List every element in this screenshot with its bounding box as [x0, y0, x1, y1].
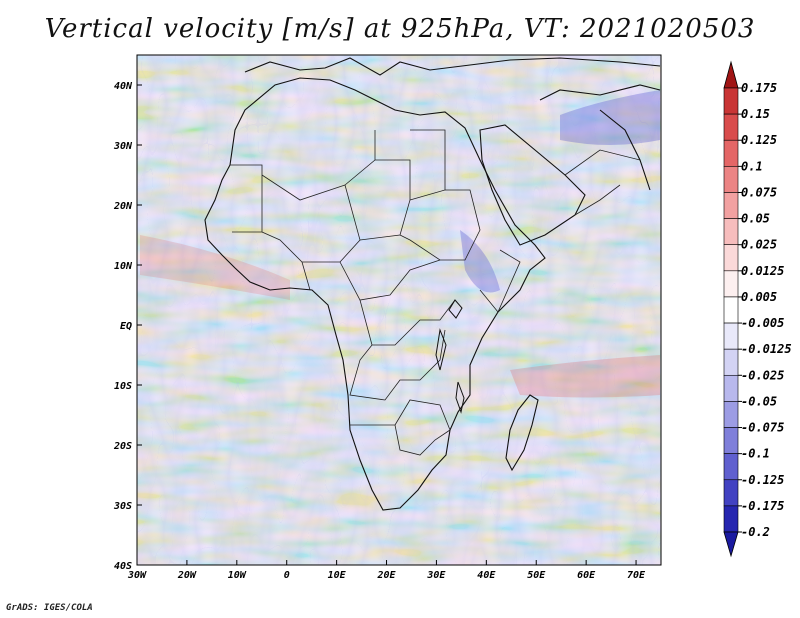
- colorbar-swatch: [723, 87, 739, 115]
- colorbar-label: -0.05: [741, 394, 777, 408]
- colorbar-label: 0.175: [741, 81, 777, 95]
- colorbar-swatch: [723, 453, 739, 481]
- colorbar-swatch: [723, 192, 739, 219]
- lat-tick-label: 20N: [113, 201, 133, 212]
- lat-tick-label: 40S: [114, 561, 132, 572]
- colorbar-bottom-arrow: [723, 531, 739, 558]
- colorbar-label: -0.005: [741, 316, 784, 330]
- lon-tick-label: 20E: [376, 570, 396, 581]
- colorbar-label: 0.05: [741, 212, 770, 226]
- colorbar-label: 0.005: [741, 290, 777, 304]
- lon-tick-label: 10W: [228, 570, 247, 581]
- colorbar-label: 0.0125: [741, 264, 784, 278]
- lat-tick-label: 30N: [113, 141, 133, 152]
- colorbar-label: 0.1: [741, 159, 763, 173]
- country-borders: [230, 129, 641, 456]
- lon-tick-label: 50E: [527, 570, 546, 581]
- coastlines: [204, 57, 661, 511]
- colorbar-swatch: [723, 401, 739, 428]
- chart-title: Vertical velocity [m/s] at 925hPa, VT: 2…: [44, 14, 756, 44]
- lon-tick-label: 30W: [127, 570, 147, 581]
- colorbar-label: -0.0125: [741, 342, 792, 356]
- axes: 30W 20W 10W 0 10E 20E 30E 40E 50E 60E 70E 40N 30N 20N…: [113, 81, 646, 581]
- lat-tick-label: 30S: [113, 501, 132, 512]
- colorbar-swatch: [723, 166, 739, 193]
- lon-tick-label: 20W: [177, 570, 197, 581]
- colorbar-label: 0.025: [741, 238, 777, 252]
- colorbar-label: -0.025: [741, 368, 784, 382]
- colorbar-swatch: [723, 296, 739, 324]
- colorbar-label: 0.075: [741, 185, 777, 199]
- colorbar-top-arrow: [723, 60, 739, 89]
- colorbar-swatch: [723, 348, 739, 376]
- lat-tick-label: 10S: [114, 381, 132, 392]
- colorbar-swatch: [723, 113, 739, 141]
- lat-tick-label: 10N: [114, 261, 133, 272]
- grads-credit: GrADS: IGES/COLA: [6, 603, 93, 613]
- arabia-outline: [479, 124, 586, 246]
- colorbar-swatch: [723, 139, 739, 167]
- colorbar-swatch: [723, 505, 739, 533]
- lat-tick-label: EQ: [120, 321, 132, 332]
- lon-tick-label: 40E: [477, 570, 496, 581]
- colorbar-label: 0.125: [741, 133, 777, 147]
- colorbar-label: -0.125: [741, 473, 784, 487]
- lat-tick-label: 40N: [114, 81, 133, 92]
- colorbar-swatch: [723, 270, 739, 298]
- colorbar-label: -0.2: [741, 525, 770, 539]
- colorbar-swatch: [723, 479, 739, 507]
- colorbar-swatch: [723, 322, 739, 350]
- colorbar-label: -0.075: [741, 421, 784, 435]
- africa-outline: [204, 77, 546, 511]
- madagascar-outline: [505, 394, 539, 472]
- lakes: [435, 299, 465, 414]
- lon-tick-label: 70E: [627, 570, 646, 581]
- lat-tick-label: 20S: [113, 441, 132, 452]
- colorbar-label: -0.175: [741, 499, 784, 513]
- lon-tick-label: 0: [284, 570, 290, 581]
- colorbar-label: 0.15: [741, 107, 770, 121]
- lon-tick-label: 30E: [426, 570, 446, 581]
- lon-tick-label: 10E: [328, 570, 347, 581]
- colorbar-label: -0.1: [741, 447, 770, 461]
- colorbar-swatch: [723, 218, 739, 246]
- colorbar: 0.175 0.15 0.125 0.1 0.075 0.05 0.025 0.0125 0.0…: [723, 60, 792, 558]
- plot-frame: [136, 54, 662, 566]
- lon-tick-label: 60E: [577, 570, 596, 581]
- colorbar-swatch: [723, 427, 739, 454]
- colorbar-swatch: [723, 244, 739, 272]
- velocity-field: [137, 55, 661, 565]
- colorbar-swatch: [723, 374, 739, 402]
